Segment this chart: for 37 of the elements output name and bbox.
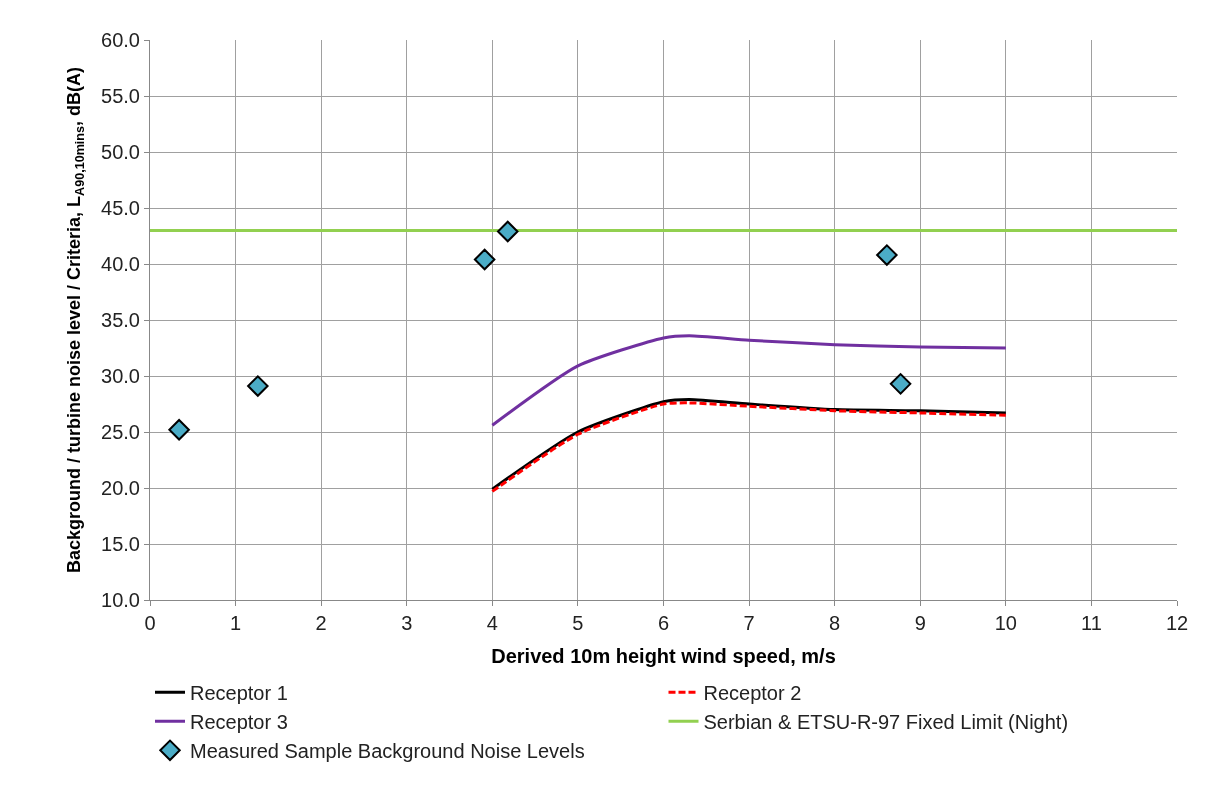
y-tick-label: 30.0 bbox=[101, 365, 140, 387]
x-tick-label: 8 bbox=[829, 612, 841, 634]
x-tick-label: 12 bbox=[1165, 612, 1189, 634]
y-tick-label: 35.0 bbox=[101, 309, 140, 331]
y-tick-label: 15.0 bbox=[101, 533, 140, 555]
point bbox=[473, 248, 496, 271]
point bbox=[889, 373, 912, 395]
y-tick-label: 40.0 bbox=[101, 253, 140, 275]
x-tick-label: 0 bbox=[144, 612, 156, 634]
x-tick-label: 9 bbox=[914, 612, 926, 634]
legend-label: Receptor 1 bbox=[190, 682, 288, 705]
legend-label: Measured Sample Background Noise Levels bbox=[190, 740, 585, 763]
y-tick-label: 50.0 bbox=[101, 141, 140, 163]
y-tick-label: 45.0 bbox=[101, 197, 140, 219]
y-tick-label: 20.0 bbox=[101, 477, 140, 499]
x-tick-label: 6 bbox=[657, 612, 670, 634]
x-tick-label: 10 bbox=[994, 612, 1017, 634]
x-axis-title: Derived 10m height wind speed, m/s bbox=[491, 644, 836, 667]
legend-label: Serbian & ETSU-R-97 Fixed Limit (Night) bbox=[703, 711, 1069, 734]
y-tick-label: 60.0 bbox=[101, 29, 140, 51]
x-tick-label: 2 bbox=[315, 612, 327, 634]
x-tick-label: 11 bbox=[1081, 612, 1102, 634]
y-tick-label: 10.0 bbox=[101, 589, 140, 611]
point bbox=[876, 244, 898, 266]
y-tick-label: 55.0 bbox=[101, 85, 140, 107]
point bbox=[247, 375, 269, 397]
legend-label: Receptor 2 bbox=[703, 682, 802, 705]
x-tick-label: 3 bbox=[401, 612, 413, 634]
line-series bbox=[490, 334, 1008, 427]
legend-label: Receptor 3 bbox=[190, 711, 288, 734]
point bbox=[496, 220, 519, 243]
x-tick-label: 1 bbox=[230, 612, 242, 634]
x-tick-label: 7 bbox=[743, 612, 755, 634]
x-tick-label: 5 bbox=[572, 612, 584, 634]
y-tick-label: 25.0 bbox=[101, 421, 140, 443]
point bbox=[168, 419, 190, 441]
x-tick-label: 4 bbox=[486, 612, 498, 634]
